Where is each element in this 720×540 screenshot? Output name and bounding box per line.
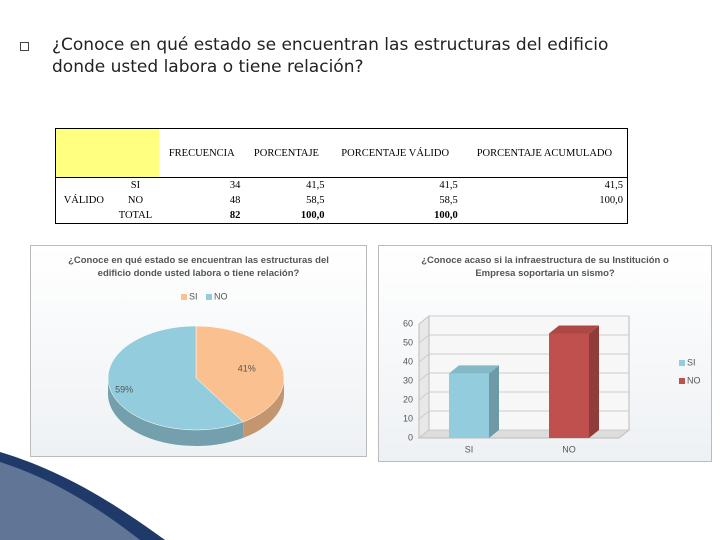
legend-label: NO	[687, 375, 701, 385]
data-table: FRECUENCIA PORCENTAJE PORCENTAJE VÁLIDO POR…	[55, 128, 628, 224]
column-header: FRECUENCIA	[159, 128, 245, 178]
table-cell: 100,0	[434, 210, 458, 221]
table-cell: 100,0	[599, 195, 623, 206]
pie-slice-side	[243, 378, 284, 438]
x-tick-label: NO	[562, 444, 576, 454]
column-header: PORCENTAJE VÁLIDO	[328, 128, 462, 178]
pie-chart-panel: ¿Conoce en qué estado se encuentran las …	[30, 245, 367, 457]
table-row: VÁLIDO SI 34 41,5 41,5 41,5	[56, 178, 628, 206]
row-label: TOTAL	[118, 210, 153, 221]
legend-label: SI	[687, 357, 696, 367]
table-row: TOTAL 82 100,0 100,0	[56, 208, 628, 224]
y-tick-label: 10	[403, 413, 413, 423]
swoosh	[0, 452, 165, 540]
row-label: NO	[127, 195, 144, 206]
legend-swatch	[181, 294, 187, 300]
header-row: FRECUENCIA PORCENTAJE PORCENTAJE VÁLIDO POR…	[55, 128, 628, 178]
chart-title: ¿Conoce acaso si la infraestructura de s…	[421, 255, 669, 279]
bar-top	[549, 325, 599, 334]
pie-slice	[195, 325, 285, 423]
y-tick-label: 30	[403, 375, 413, 385]
column-header: PORCENTAJE ACUMULADO	[461, 128, 628, 178]
table-cell: 41,5	[604, 180, 623, 191]
grid-line	[418, 315, 629, 325]
table-cell: 41,5	[306, 180, 325, 191]
data-label: 41%	[238, 364, 256, 374]
table-cell: 48	[229, 195, 241, 206]
table-cell: 41,5	[439, 180, 458, 191]
table-cell: 34	[229, 180, 241, 191]
legend-label: NO	[214, 291, 228, 301]
y-tick-label: 40	[403, 356, 413, 366]
y-tick-label: 0	[408, 432, 413, 442]
pie-slice	[107, 325, 244, 431]
table-cell: 100,0	[300, 210, 325, 221]
table-cell	[462, 208, 628, 224]
x-tick-label: SI	[465, 444, 474, 454]
bar	[549, 333, 589, 438]
slide-title: ¿Conoce en qué estado se encuentran las …	[52, 35, 609, 77]
bullet	[20, 42, 29, 51]
table-cell: 58,5	[439, 195, 458, 206]
y-tick-label: 50	[403, 337, 413, 347]
row-label: SI	[130, 180, 141, 191]
y-tick-label: 60	[403, 318, 413, 328]
legend-swatch	[679, 378, 685, 384]
header-corner	[55, 128, 160, 178]
column-header: PORCENTAJE	[244, 128, 329, 178]
bar-top	[449, 365, 499, 374]
y-tick-label: 20	[403, 394, 413, 404]
table-cell: 82	[229, 210, 241, 221]
bar-side	[589, 325, 599, 438]
row-group: VÁLIDO	[63, 195, 104, 206]
bar	[449, 373, 489, 438]
pie-chart: 41% 59% SI NO	[107, 291, 285, 446]
legend-swatch	[206, 294, 212, 300]
bar-side	[489, 365, 499, 438]
data-label: 59%	[115, 385, 133, 395]
pie-slice-side	[108, 378, 244, 446]
legend-swatch	[679, 360, 685, 366]
bar-chart-panel: ¿Conoce acaso si la infraestructura de s…	[378, 245, 712, 462]
legend-label: SI	[189, 291, 198, 301]
bar-chart: 0 10 20 30 40 50 60 SI NO SI NO	[403, 314, 701, 454]
table-cell: 58,5	[306, 195, 325, 206]
chart-title: ¿Conoce en qué estado se encuentran las …	[68, 255, 329, 279]
swoosh-highlight	[0, 462, 140, 540]
table-row: NO 48 58,5 58,5 100,0	[56, 193, 628, 208]
